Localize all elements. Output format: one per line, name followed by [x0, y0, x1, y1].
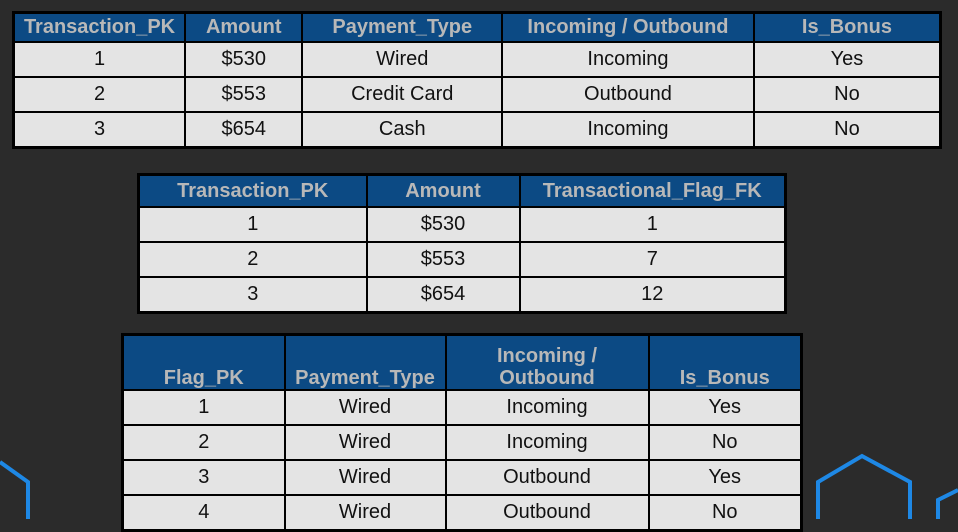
transactions-fk-table: Transaction_PK Amount Transactional_Flag… [137, 173, 787, 314]
table-cell: Wired [283, 424, 447, 461]
table-cell: Incoming [444, 424, 650, 461]
header-row: Transaction_PK Amount Transactional_Flag… [137, 173, 787, 208]
header-cell: Is_Bonus [647, 333, 803, 391]
flags-table: Flag_PK Payment_Type Incoming / Outbound… [121, 333, 803, 532]
table-cell: Outbound [501, 76, 755, 113]
header-cell: Transaction_PK [12, 11, 187, 43]
table-row: 1 Wired Incoming Yes [121, 389, 803, 426]
table-cell: 2 [137, 241, 368, 278]
table-cell: 1 [137, 206, 368, 243]
table-cell: 12 [518, 276, 787, 314]
header-cell: Incoming / Outbound [444, 333, 650, 391]
table-cell: 7 [518, 241, 787, 278]
table-cell: 4 [121, 494, 286, 532]
header-cell: Amount [184, 11, 304, 43]
table-cell: $553 [365, 241, 521, 278]
header-row: Transaction_PK Amount Payment_Type Incom… [12, 11, 942, 43]
table-cell: 1 [121, 389, 286, 426]
table-row: 2 Wired Incoming No [121, 424, 803, 461]
header-cell: Payment_Type [301, 11, 504, 43]
table-cell: Incoming [501, 41, 755, 78]
header-cell: Transactional_Flag_FK [518, 173, 787, 208]
table-cell: No [647, 494, 803, 532]
table-cell: Wired [283, 459, 447, 496]
table-cell: Yes [647, 389, 803, 426]
table-row: 2 $553 Credit Card Outbound No [12, 76, 942, 113]
header-cell: Is_Bonus [752, 11, 942, 43]
table-row: 3 $654 Cash Incoming No [12, 111, 942, 149]
table-cell: 2 [121, 424, 286, 461]
table-cell: Incoming [501, 111, 755, 149]
table-row: 1 $530 1 [137, 206, 787, 243]
header-cell: Amount [365, 173, 521, 208]
header-row: Flag_PK Payment_Type Incoming / Outbound… [121, 333, 803, 391]
table-cell: Wired [283, 494, 447, 532]
table-row: 4 Wired Outbound No [121, 494, 803, 532]
table-cell: $654 [184, 111, 304, 149]
table-cell: $654 [365, 276, 521, 314]
table-row: 1 $530 Wired Incoming Yes [12, 41, 942, 78]
hexagon-decoration [0, 453, 958, 519]
table-cell: Yes [647, 459, 803, 496]
table-cell: Cash [301, 111, 504, 149]
table-cell: No [647, 424, 803, 461]
table-cell: No [752, 111, 942, 149]
table-row: 3 Wired Outbound Yes [121, 459, 803, 496]
table-row: 2 $553 7 [137, 241, 787, 278]
header-cell: Incoming / Outbound [501, 11, 755, 43]
table-cell: Wired [283, 389, 447, 426]
table-cell: $530 [184, 41, 304, 78]
table-cell: 3 [121, 459, 286, 496]
table-cell: 3 [137, 276, 368, 314]
table-cell: Outbound [444, 494, 650, 532]
table-cell: Yes [752, 41, 942, 78]
table-cell: $530 [365, 206, 521, 243]
table-cell: $553 [184, 76, 304, 113]
table-cell: 2 [12, 76, 187, 113]
table-cell: Credit Card [301, 76, 504, 113]
table-cell: No [752, 76, 942, 113]
table-cell: 3 [12, 111, 187, 149]
header-cell: Payment_Type [283, 333, 447, 391]
header-cell: Flag_PK [121, 333, 286, 391]
table-cell: 1 [518, 206, 787, 243]
transactions-table: Transaction_PK Amount Payment_Type Incom… [12, 11, 942, 149]
table-cell: 1 [12, 41, 187, 78]
header-cell: Transaction_PK [137, 173, 368, 208]
table-cell: Outbound [444, 459, 650, 496]
table-cell: Incoming [444, 389, 650, 426]
table-cell: Wired [301, 41, 504, 78]
table-row: 3 $654 12 [137, 276, 787, 314]
